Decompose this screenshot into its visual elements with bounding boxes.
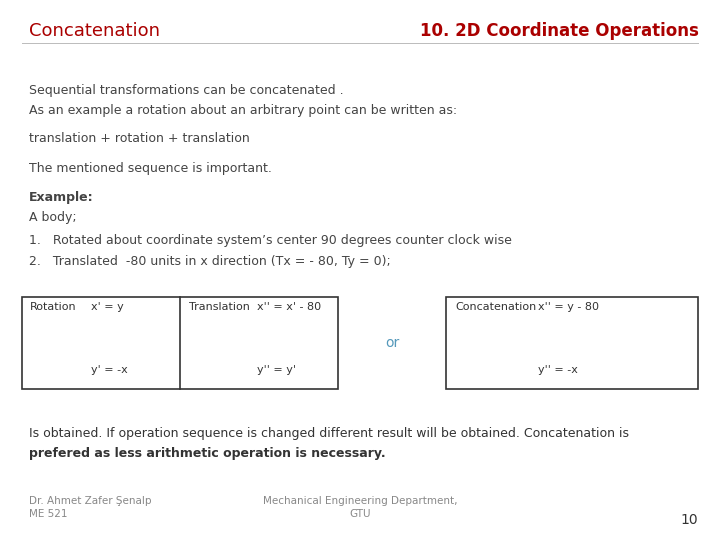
Text: Example:: Example: <box>29 191 94 204</box>
Text: y'' = y': y'' = y' <box>257 365 296 375</box>
Text: Is obtained. If operation sequence is changed different result will be obtained.: Is obtained. If operation sequence is ch… <box>29 427 629 440</box>
Text: or: or <box>385 336 400 350</box>
Text: x'' = y - 80: x'' = y - 80 <box>538 302 599 313</box>
Text: Rotation: Rotation <box>30 302 77 313</box>
Text: y'' = -x: y'' = -x <box>538 365 577 375</box>
Text: As an example a rotation about an arbitrary point can be written as:: As an example a rotation about an arbitr… <box>29 104 457 117</box>
Text: 10. 2D Coordinate Operations: 10. 2D Coordinate Operations <box>420 22 698 39</box>
Text: x' = y: x' = y <box>91 302 124 313</box>
Text: A body;: A body; <box>29 211 76 224</box>
Text: Concatenation: Concatenation <box>455 302 536 313</box>
Text: Concatenation: Concatenation <box>29 22 160 39</box>
Text: x'' = x' - 80: x'' = x' - 80 <box>257 302 321 313</box>
Text: 1.   Rotated about coordinate system’s center 90 degrees counter clock wise: 1. Rotated about coordinate system’s cen… <box>29 234 512 247</box>
Text: The mentioned sequence is important.: The mentioned sequence is important. <box>29 162 271 175</box>
Text: translation + rotation + translation: translation + rotation + translation <box>29 132 250 145</box>
Text: y' = -x: y' = -x <box>91 365 128 375</box>
Text: prefered as less arithmetic operation is necessary.: prefered as less arithmetic operation is… <box>29 447 385 460</box>
Text: Mechanical Engineering Department,
GTU: Mechanical Engineering Department, GTU <box>263 496 457 519</box>
FancyBboxPatch shape <box>22 297 338 389</box>
Text: 10: 10 <box>681 512 698 526</box>
Text: Dr. Ahmet Zafer Şenalp
ME 521: Dr. Ahmet Zafer Şenalp ME 521 <box>29 496 151 519</box>
Text: Sequential transformations can be concatenated .: Sequential transformations can be concat… <box>29 84 343 97</box>
Text: 2.   Translated  -80 units in x direction (Tx = - 80, Ty = 0);: 2. Translated -80 units in x direction (… <box>29 255 390 268</box>
FancyBboxPatch shape <box>446 297 698 389</box>
Text: Translation: Translation <box>189 302 250 313</box>
